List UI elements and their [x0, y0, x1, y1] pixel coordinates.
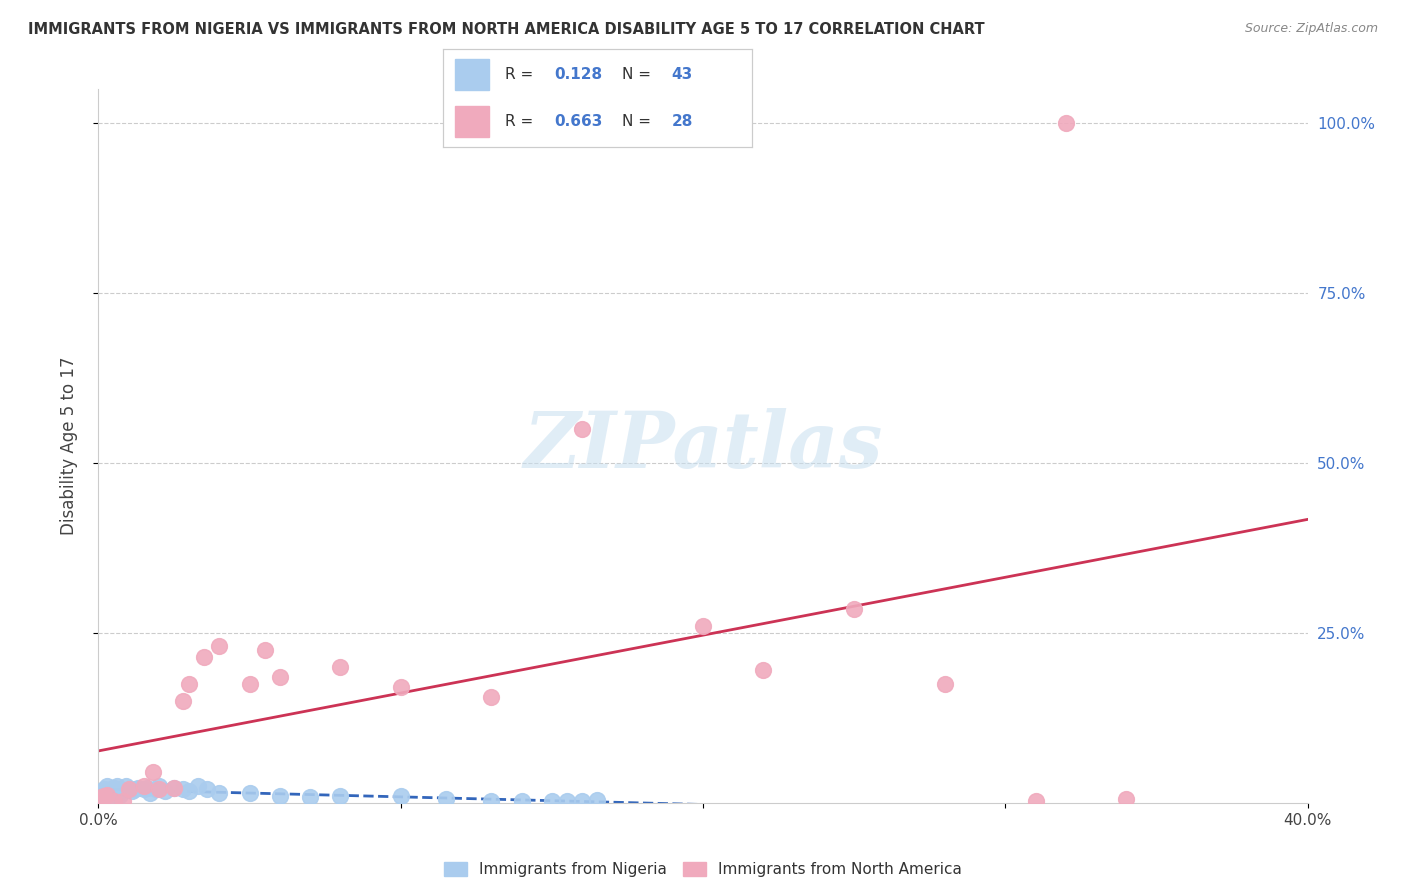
- Point: [118, 782, 141, 797]
- Text: N =: N =: [623, 114, 657, 129]
- Point: [127, 780, 149, 795]
- Point: [389, 789, 412, 803]
- Point: [96, 786, 118, 800]
- Point: [172, 694, 194, 708]
- Point: [193, 649, 215, 664]
- Point: [118, 782, 141, 797]
- Point: [329, 789, 352, 803]
- Point: [103, 794, 125, 808]
- Point: [111, 794, 134, 808]
- Point: [1115, 792, 1137, 806]
- Point: [124, 782, 146, 797]
- Point: [1024, 794, 1046, 808]
- Point: [208, 786, 231, 800]
- Text: 28: 28: [672, 114, 693, 129]
- Point: [555, 794, 578, 808]
- Point: [139, 786, 162, 800]
- Text: 0.663: 0.663: [554, 114, 603, 129]
- Point: [148, 779, 170, 793]
- Point: [132, 779, 155, 793]
- Point: [153, 783, 176, 797]
- Point: [269, 670, 291, 684]
- Point: [111, 783, 134, 797]
- Point: [844, 602, 866, 616]
- Point: [752, 663, 775, 677]
- Point: [108, 782, 131, 797]
- Point: [586, 793, 609, 807]
- Point: [934, 677, 956, 691]
- Point: [269, 789, 291, 803]
- Text: N =: N =: [623, 67, 657, 82]
- Point: [108, 788, 131, 802]
- Bar: [456, 106, 489, 137]
- Point: [329, 660, 352, 674]
- Point: [93, 789, 115, 803]
- Point: [172, 782, 194, 797]
- Point: [132, 782, 155, 797]
- Point: [145, 782, 167, 797]
- Point: [510, 794, 533, 808]
- Point: [148, 782, 170, 797]
- Point: [208, 640, 231, 654]
- Point: [163, 780, 186, 795]
- Point: [121, 783, 143, 797]
- Point: [135, 780, 157, 795]
- Point: [239, 786, 262, 800]
- Point: [100, 782, 122, 797]
- Point: [692, 619, 714, 633]
- Point: [96, 779, 118, 793]
- Point: [103, 780, 125, 795]
- Point: [90, 786, 112, 800]
- Y-axis label: Disability Age 5 to 17: Disability Age 5 to 17: [59, 357, 77, 535]
- Point: [93, 788, 115, 802]
- Point: [540, 794, 562, 808]
- Point: [481, 794, 503, 808]
- Text: 0.128: 0.128: [554, 67, 602, 82]
- Point: [179, 677, 201, 691]
- Point: [114, 779, 136, 793]
- Point: [239, 677, 262, 691]
- Bar: [456, 59, 489, 90]
- Text: R =: R =: [505, 67, 538, 82]
- Point: [187, 779, 209, 793]
- Text: IMMIGRANTS FROM NIGERIA VS IMMIGRANTS FROM NORTH AMERICA DISABILITY AGE 5 TO 17 : IMMIGRANTS FROM NIGERIA VS IMMIGRANTS FR…: [28, 22, 984, 37]
- Point: [389, 680, 412, 694]
- Point: [195, 782, 218, 797]
- Point: [90, 790, 112, 805]
- Point: [105, 779, 128, 793]
- Text: Source: ZipAtlas.com: Source: ZipAtlas.com: [1244, 22, 1378, 36]
- Point: [571, 794, 593, 808]
- Point: [105, 786, 128, 800]
- Point: [299, 790, 322, 805]
- Point: [96, 788, 118, 802]
- Point: [481, 690, 503, 705]
- Text: ZIPatlas: ZIPatlas: [523, 408, 883, 484]
- Point: [163, 780, 186, 795]
- Legend: Immigrants from Nigeria, Immigrants from North America: Immigrants from Nigeria, Immigrants from…: [444, 863, 962, 877]
- Point: [100, 789, 122, 803]
- Point: [142, 765, 165, 780]
- Point: [1054, 116, 1077, 130]
- Point: [253, 643, 276, 657]
- Text: 43: 43: [672, 67, 693, 82]
- Point: [90, 789, 112, 803]
- Point: [179, 783, 201, 797]
- Point: [571, 422, 593, 436]
- Point: [434, 792, 457, 806]
- Text: R =: R =: [505, 114, 538, 129]
- Point: [93, 782, 115, 797]
